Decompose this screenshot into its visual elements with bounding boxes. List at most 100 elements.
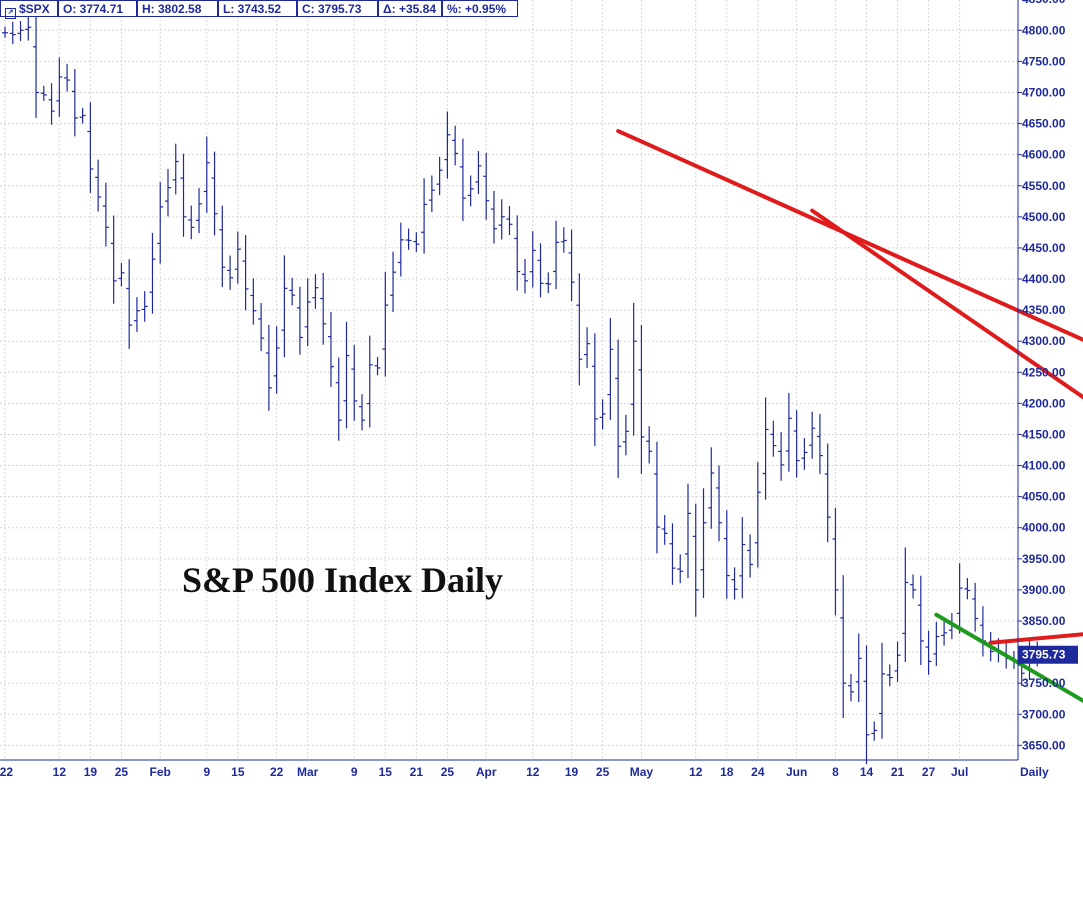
ohlc-bar	[141, 291, 148, 322]
ohlc-bar	[739, 517, 746, 599]
y-tick-label: 4150.00	[1022, 427, 1066, 441]
ohlc-bar	[941, 620, 948, 646]
ohlc-bar	[180, 153, 187, 237]
ohlc-bar	[661, 514, 668, 545]
x-tick-label: 25	[115, 765, 129, 779]
ohlc-bar	[320, 272, 327, 345]
ohlc-bar	[405, 228, 412, 250]
x-tick-label: 8	[832, 765, 839, 779]
ohlc-bar	[576, 273, 583, 386]
ohlc-bar	[296, 286, 303, 355]
ohlc-bar	[312, 274, 319, 309]
ohlc-bar	[514, 215, 521, 291]
ohlc-bar	[95, 159, 102, 212]
x-tick-label: Apr	[476, 765, 497, 779]
y-tick-label: 4300.00	[1022, 334, 1066, 348]
ohlc-bar	[64, 63, 71, 92]
ohlc-bar	[2, 26, 8, 38]
ohlc-bar	[537, 243, 544, 298]
ohlc-bar	[692, 503, 699, 617]
ohlc-bar	[219, 205, 226, 287]
ohlc-bar	[265, 324, 272, 411]
ohlc-bar	[529, 231, 536, 288]
ohlc-bar	[203, 136, 210, 213]
ohlc-bar	[149, 232, 156, 314]
ohlc-bar	[972, 582, 979, 632]
ohlc-bar	[250, 278, 257, 325]
x-tick-label: 24	[751, 765, 765, 779]
ohlc-bar	[584, 327, 591, 368]
ohlc-bar	[133, 297, 140, 332]
ohlc-bar	[444, 111, 451, 179]
ohlc-bar	[390, 251, 397, 312]
ohlc-bar	[847, 674, 854, 702]
x-axis: '22 12 19 25 Feb 9 15 22 Mar 9 15 21 25 Apr 12 19 25 May 1…	[0, 765, 1049, 779]
ohlc-bar	[607, 318, 614, 421]
ohlc-bar	[483, 152, 490, 220]
y-tick-label: 4650.00	[1022, 117, 1066, 131]
ohlc-bar	[234, 231, 241, 284]
ohlc-bar	[452, 125, 459, 166]
x-tick-label: '22	[0, 765, 13, 779]
ohlc-bar	[560, 227, 567, 253]
x-tick-label: 14	[860, 765, 874, 779]
ohlc-bar	[188, 205, 195, 240]
trendline-support	[934, 612, 1083, 703]
ohlc-bar	[615, 339, 622, 479]
period-label: Daily	[1020, 765, 1049, 779]
ohlc-bar	[824, 443, 831, 543]
y-tick-label: 4700.00	[1022, 85, 1066, 99]
ohlc-bar	[700, 488, 707, 598]
x-tick-label: 9	[351, 765, 358, 779]
ohlc-bar	[653, 441, 660, 554]
ohlc-bar	[902, 547, 909, 662]
y-tick-label: 3900.00	[1022, 583, 1066, 597]
ohlc-bar	[126, 259, 133, 349]
ohlc-bar	[964, 578, 971, 600]
ohlc-bar	[731, 567, 738, 600]
ohlc-bar	[397, 222, 404, 277]
x-tick-label: 18	[720, 765, 734, 779]
ohlc-bar	[568, 229, 575, 302]
ohlc-bar	[785, 392, 792, 472]
ohlc-bar	[545, 272, 552, 294]
x-tick-label: 21	[410, 765, 424, 779]
x-tick-label: 15	[379, 765, 393, 779]
ohlc-bar	[832, 507, 839, 616]
y-tick-label: 4100.00	[1022, 459, 1066, 473]
ohlc-bar	[374, 356, 381, 376]
ohlc-bar	[591, 333, 598, 446]
ohlc-bar	[778, 432, 785, 481]
y-tick-label: 4500.00	[1022, 210, 1066, 224]
y-tick-label: 4600.00	[1022, 148, 1066, 162]
ohlc-bar	[304, 278, 311, 347]
ohlc-bar	[273, 326, 280, 394]
ohlc-bar	[33, 15, 40, 118]
x-tick-label: 12	[526, 765, 540, 779]
symbol-box[interactable]: ↗ $SPX	[0, 0, 58, 19]
ohlc-bar	[366, 335, 373, 428]
high-value: H: 3802.58	[137, 0, 218, 17]
ohlc-bar	[17, 21, 24, 41]
ohlc-bar	[172, 143, 179, 195]
ohlc-bar	[413, 232, 420, 252]
x-tick-label: 9	[203, 765, 210, 779]
y-tick-label: 4250.00	[1022, 365, 1066, 379]
change-value: Δ: +35.84	[378, 0, 442, 17]
ohlc-bar	[490, 190, 497, 244]
ohlc-bar	[421, 178, 428, 254]
ohlc-bar	[79, 107, 86, 124]
x-tick-label: 19	[84, 765, 98, 779]
low-value: L: 3743.52	[218, 0, 297, 17]
x-tick-label: Mar	[297, 765, 319, 779]
ohlc-bar	[157, 182, 164, 264]
ohlc-bar	[840, 575, 847, 719]
ohlc-bar	[646, 426, 653, 464]
y-axis: 3650.003700.003750.003800.003850.003900.…	[1018, 0, 1066, 752]
y-tick-label: 3650.00	[1022, 738, 1066, 752]
ohlc-bar	[110, 215, 117, 304]
ohlc-bar	[351, 344, 358, 421]
y-tick-label: 4000.00	[1022, 521, 1066, 535]
ohlc-bar	[118, 262, 125, 287]
